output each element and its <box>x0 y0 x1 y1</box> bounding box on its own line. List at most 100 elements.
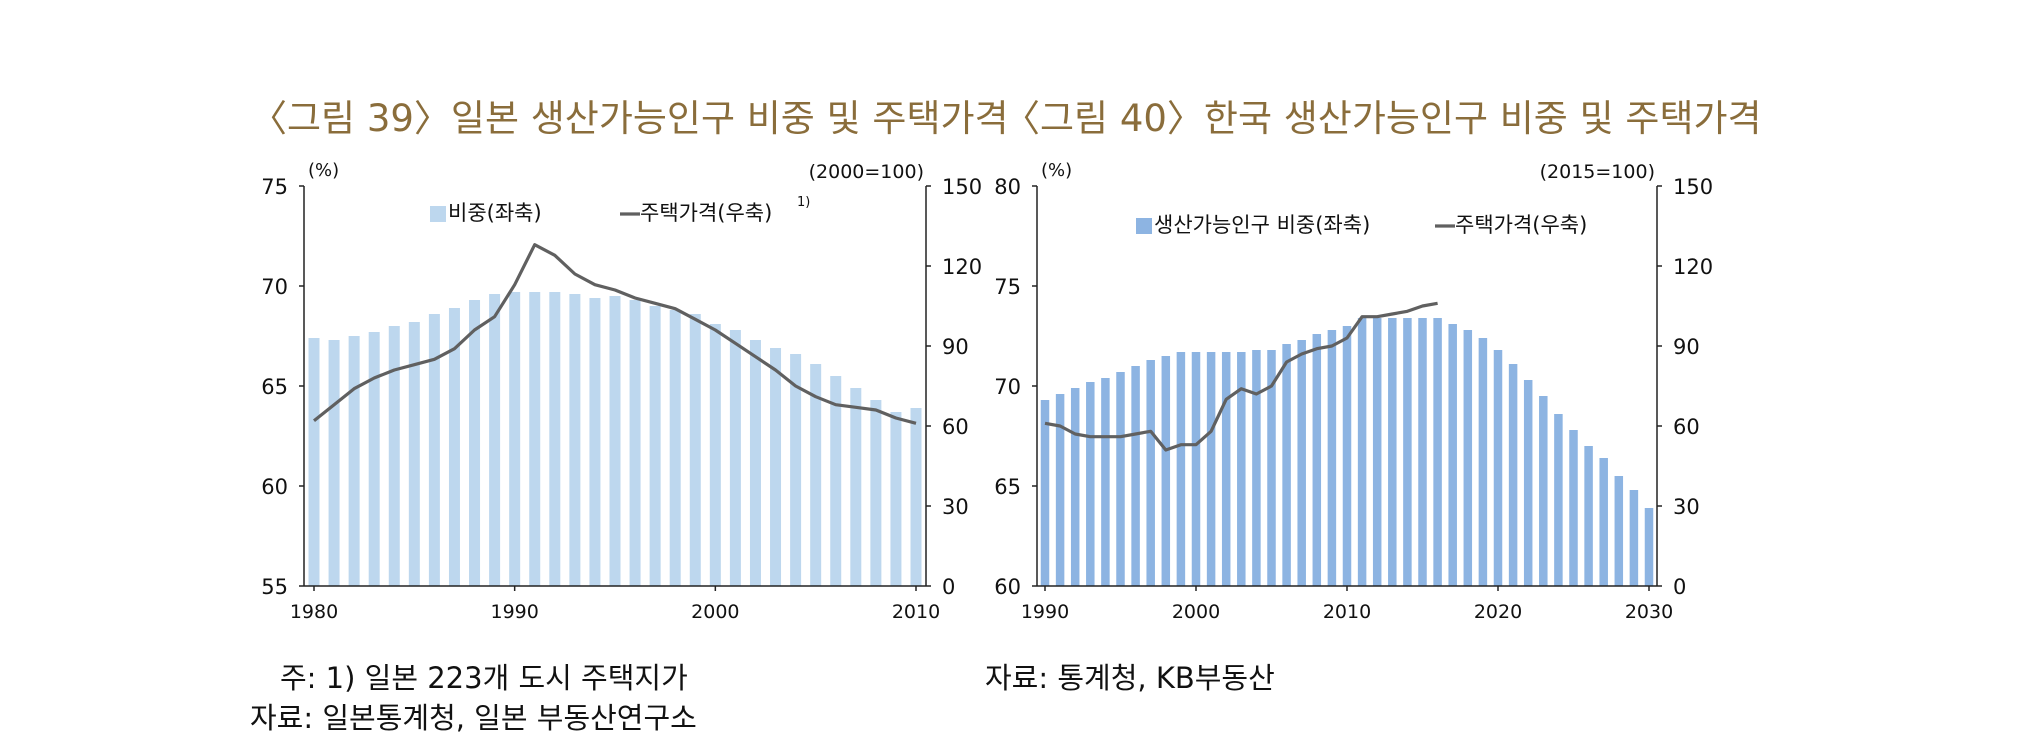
korea-left-tick-label: 60 <box>994 575 1021 599</box>
korea-bar <box>1599 458 1608 586</box>
korea-source: 자료: 통계청, KB부동산 <box>985 661 1275 695</box>
korea-right-tick-label: 60 <box>1673 415 1700 439</box>
korea-x-tick-label: 2010 <box>1323 601 1371 623</box>
korea-bar <box>1629 490 1639 586</box>
japan-left-tick-label: 65 <box>261 375 288 399</box>
japan-right-unit: (2000=100) <box>809 161 924 183</box>
korea-price-line <box>1044 301 1438 452</box>
korea-bar <box>1508 364 1518 586</box>
korea-bar <box>1191 352 1201 586</box>
korea-bar <box>1312 334 1322 586</box>
japan-bar <box>408 322 420 586</box>
korea-bar <box>1267 350 1276 586</box>
korea-bar <box>1433 318 1442 586</box>
japan-left-tick-label: 75 <box>261 175 288 199</box>
figure-39-title: 〈그림 39〉일본 생산가능인구 비중 및 주택가격 <box>250 97 1009 140</box>
korea-bar <box>1569 430 1578 586</box>
korea-x-tick-label: 2000 <box>1172 601 1220 623</box>
korea-bar <box>1478 338 1488 586</box>
japan-bar <box>368 332 380 586</box>
japan-legend-bar-label: 비중(좌축) <box>448 201 542 225</box>
japan-bar <box>348 336 360 586</box>
japan-left-tick-label: 55 <box>261 575 288 599</box>
korea-bar <box>1040 400 1050 586</box>
korea-legend-bar-swatch <box>1136 218 1152 234</box>
korea-bar <box>1282 344 1291 586</box>
korea-right-tick-label: 30 <box>1673 495 1700 519</box>
korea-bar <box>1221 352 1231 586</box>
korea-bar <box>1357 318 1367 586</box>
japan-bar <box>709 324 721 586</box>
japan-source: 자료: 일본통계청, 일본 부동산연구소 <box>250 701 697 735</box>
japan-legend-superscript: 1) <box>797 195 810 210</box>
japan-bar <box>589 298 601 586</box>
japan-bar <box>629 300 641 586</box>
japan-bar <box>448 308 460 586</box>
japan-x-tick-label: 1980 <box>290 601 338 623</box>
japan-left-unit: (%) <box>308 160 339 181</box>
japan-bar <box>830 376 842 586</box>
japan-bar <box>328 340 340 586</box>
japan-bar <box>770 348 782 586</box>
korea-right-tick-label: 120 <box>1673 255 1713 279</box>
japan-right-tick-label: 90 <box>942 335 969 359</box>
japan-bar <box>509 292 521 586</box>
japan-bar <box>569 294 581 586</box>
korea-right-tick-label: 0 <box>1673 575 1686 599</box>
korea-bar <box>1614 476 1624 586</box>
japan-bar <box>649 306 661 586</box>
japan-right-tick-label: 60 <box>942 415 969 439</box>
korea-bar <box>1161 356 1171 586</box>
japan-bar <box>910 408 922 586</box>
korea-bar <box>1206 352 1216 586</box>
japan-bar <box>749 340 761 586</box>
japan-right-tick-label: 30 <box>942 495 969 519</box>
japan-bar <box>870 400 882 586</box>
korea-bar <box>1327 330 1337 586</box>
japan-right-tick-label: 150 <box>942 175 982 199</box>
japan-right-tick-label: 0 <box>942 575 955 599</box>
japan-bar <box>729 330 741 586</box>
japan-bar <box>388 326 400 586</box>
korea-bar <box>1116 372 1125 586</box>
japan-bar <box>890 412 902 586</box>
japan-bar <box>609 296 621 586</box>
japan-bar <box>810 364 822 586</box>
korea-bar <box>1584 446 1593 586</box>
korea-bar <box>1131 366 1140 586</box>
figure-40-title: 〈그림 40〉한국 생산가능인구 비중 및 주택가격 <box>1003 97 1762 140</box>
japan-left-tick-label: 60 <box>261 475 288 499</box>
japan-x-tick-label: 2000 <box>691 601 739 623</box>
korea-bar <box>1342 326 1352 586</box>
japan-x-tick-label: 2010 <box>892 601 940 623</box>
korea-chart: 80 75 70 65 60 150 120 90 60 30 0 1990 2000 2010 2020 2… <box>994 160 1713 623</box>
japan-bar <box>469 300 481 586</box>
japan-footnote: 주: 1) 일본 223개 도시 주택지가 <box>280 661 688 695</box>
korea-right-tick-label: 90 <box>1673 335 1700 359</box>
korea-bar <box>1403 318 1412 586</box>
japan-bar <box>850 388 862 586</box>
japan-bar <box>529 292 541 586</box>
korea-bar <box>1372 318 1382 586</box>
korea-bar <box>1146 360 1155 586</box>
korea-legend-line-label: 주택가격(우축) <box>1455 213 1587 237</box>
korea-bar <box>1554 414 1563 586</box>
korea-bar <box>1448 324 1457 586</box>
korea-x-tick-label: 2020 <box>1474 601 1522 623</box>
korea-right-unit: (2015=100) <box>1540 161 1655 183</box>
korea-bar <box>1539 396 1548 586</box>
korea-bar <box>1237 352 1246 586</box>
korea-bar <box>1523 380 1533 586</box>
korea-left-tick-label: 75 <box>994 275 1021 299</box>
korea-legend-bar-label: 생산가능인구 비중(좌축) <box>1154 213 1370 237</box>
japan-bar <box>669 310 681 586</box>
japan-chart: 75 70 65 60 55 150 120 90 60 30 0 1980 1990 2000 2010 (… <box>261 160 982 623</box>
japan-bar <box>689 314 701 586</box>
japan-legend-bar-swatch <box>430 206 446 222</box>
japan-bar <box>428 314 440 586</box>
korea-right-tick-label: 150 <box>1673 175 1713 199</box>
korea-left-unit: (%) <box>1041 160 1072 181</box>
korea-bar <box>1388 318 1397 586</box>
korea-bar <box>1176 352 1186 586</box>
japan-bar <box>790 354 802 586</box>
